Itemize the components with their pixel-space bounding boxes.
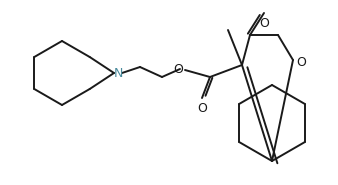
Text: O: O: [197, 102, 207, 115]
Text: O: O: [296, 56, 306, 68]
Text: O: O: [259, 17, 269, 30]
Text: N: N: [113, 66, 123, 80]
Text: O: O: [173, 63, 183, 75]
